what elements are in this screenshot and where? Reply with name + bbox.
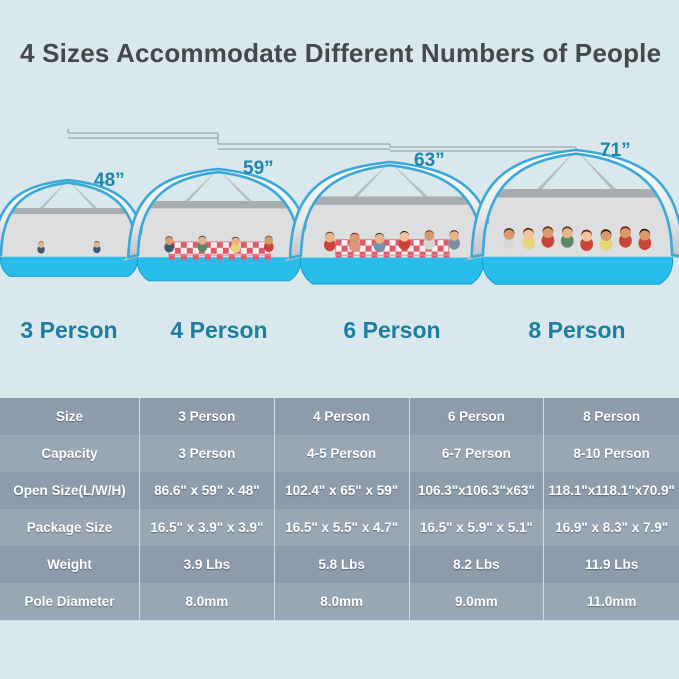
svg-text:48”: 48”	[94, 170, 125, 191]
svg-text:59”: 59”	[243, 158, 274, 179]
svg-text:63”: 63”	[414, 150, 445, 171]
svg-text:71”: 71”	[600, 140, 631, 161]
